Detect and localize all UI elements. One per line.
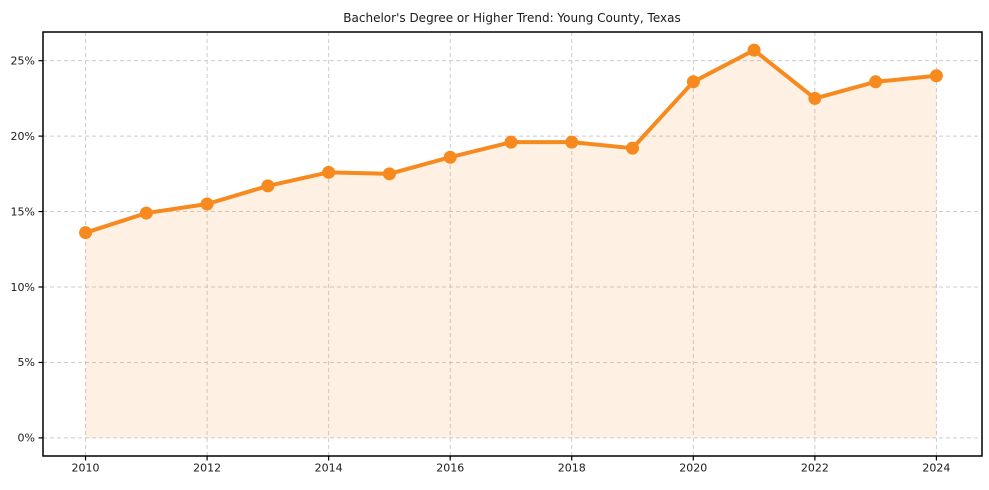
data-point-2013: [261, 179, 275, 193]
data-point-2020: [686, 75, 700, 89]
trend-series-layer: [79, 43, 943, 240]
axis-border: [42, 31, 983, 457]
data-point-2019: [626, 141, 640, 155]
data-point-2011: [139, 206, 153, 220]
area-fill-layer: [85, 50, 937, 438]
x-tick-label: 2018: [558, 462, 586, 475]
data-point-2021: [747, 43, 761, 57]
data-point-2023: [869, 75, 883, 89]
data-point-2016: [443, 150, 457, 164]
data-point-2015: [382, 167, 396, 181]
y-tick-label: 25%: [11, 54, 35, 67]
data-point-2012: [200, 197, 214, 211]
x-tick-label: 2016: [436, 462, 464, 475]
data-point-2014: [322, 165, 336, 179]
axes-layer: [38, 31, 983, 461]
y-tick-label: 5%: [18, 356, 35, 369]
data-point-2024: [929, 69, 943, 83]
y-tick-label: 10%: [11, 281, 35, 294]
data-point-2018: [565, 135, 579, 149]
tick-labels-layer: 2010 2012 2014 2016 2018 2020 2022 2024 0% 5% 10% 1…: [11, 54, 951, 474]
x-tick-label: 2014: [315, 462, 343, 475]
x-tick-label: 2024: [922, 462, 950, 475]
area-fill: [85, 50, 937, 438]
data-point-2017: [504, 135, 518, 149]
y-tick-label: 0%: [18, 432, 35, 445]
chart-title: Bachelor's Degree or Higher Trend: Young…: [343, 11, 680, 25]
x-tick-label: 2020: [679, 462, 707, 475]
x-tick-label: 2012: [193, 462, 221, 475]
y-tick-label: 20%: [11, 130, 35, 143]
data-point-2022: [808, 91, 822, 105]
data-point-2010: [79, 226, 93, 240]
x-tick-label: 2022: [801, 462, 829, 475]
x-tick-label: 2010: [72, 462, 100, 475]
y-tick-label: 15%: [11, 205, 35, 218]
